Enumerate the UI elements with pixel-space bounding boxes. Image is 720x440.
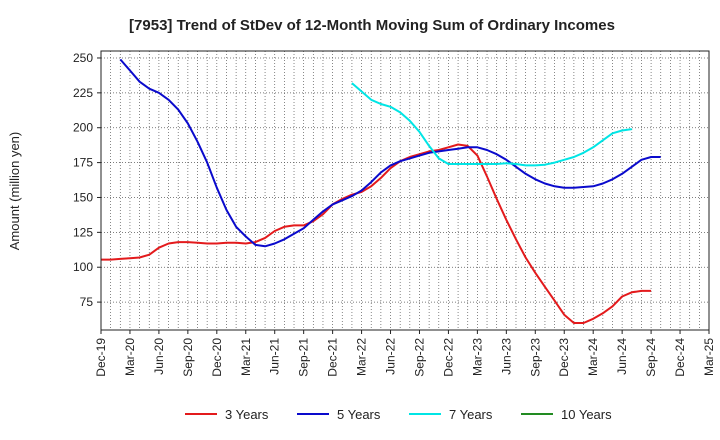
y-tick-label: 75 (80, 295, 94, 309)
series-line-3-years (101, 143, 652, 324)
x-tick-label: Dec-20 (210, 338, 224, 377)
x-tick-label: Mar-22 (355, 338, 369, 376)
x-tick-label: Mar-24 (586, 338, 600, 376)
chart-title: [7953] Trend of StDev of 12-Month Moving… (129, 17, 615, 34)
x-tick-label: Dec-24 (673, 338, 687, 377)
x-tick-label: Sep-23 (528, 338, 542, 377)
legend-label: 3 Years (225, 407, 269, 422)
y-tick-label: 250 (73, 51, 93, 65)
y-tick-label: 125 (73, 225, 93, 239)
x-tick-label: Dec-19 (94, 338, 108, 377)
x-tick-label: Dec-21 (326, 338, 340, 377)
series-layer (101, 58, 661, 324)
x-tick-label: Jun-21 (268, 338, 282, 375)
series-line-5-years (119, 58, 661, 248)
y-tick-label: 175 (73, 156, 93, 170)
y-axis-label: Amount (million yen) (7, 132, 22, 251)
series-line-7-years (351, 82, 632, 167)
x-tick-label: Mar-25 (702, 338, 716, 376)
x-tick-label: Sep-20 (181, 338, 195, 377)
x-tick-label: Dec-22 (441, 338, 455, 377)
y-tick-label: 200 (73, 121, 93, 135)
y-tick-label: 225 (73, 86, 93, 100)
y-ticks: 75 100 125 150 175 200 225 250 (73, 51, 101, 309)
legend-label: 7 Years (449, 407, 493, 422)
plot-frame (100, 50, 710, 331)
x-tick-label: Jun-23 (499, 338, 513, 375)
x-ticks: Dec-19 Mar-20 Jun-20 Sep-20 Dec-20 Mar-21 Jun-… (94, 330, 716, 377)
legend-label: 5 Years (337, 407, 381, 422)
x-tick-label: Sep-24 (644, 338, 658, 377)
x-tick-label: Mar-23 (470, 338, 484, 376)
x-tick-label: Mar-21 (239, 338, 253, 376)
x-tick-label: Jun-22 (384, 338, 398, 375)
legend: 3 Years 5 Years 7 Years 10 Years (185, 407, 612, 422)
legend-label: 10 Years (561, 407, 612, 422)
x-tick-label: Jun-24 (615, 338, 629, 375)
x-tick-label: Dec-23 (557, 338, 571, 377)
y-tick-label: 150 (73, 190, 93, 204)
x-tick-label: Sep-22 (412, 338, 426, 377)
x-tick-label: Sep-21 (297, 338, 311, 377)
grid (100, 51, 710, 330)
y-tick-label: 100 (73, 260, 93, 274)
x-tick-label: Mar-20 (123, 338, 137, 376)
x-tick-label: Jun-20 (152, 338, 166, 375)
